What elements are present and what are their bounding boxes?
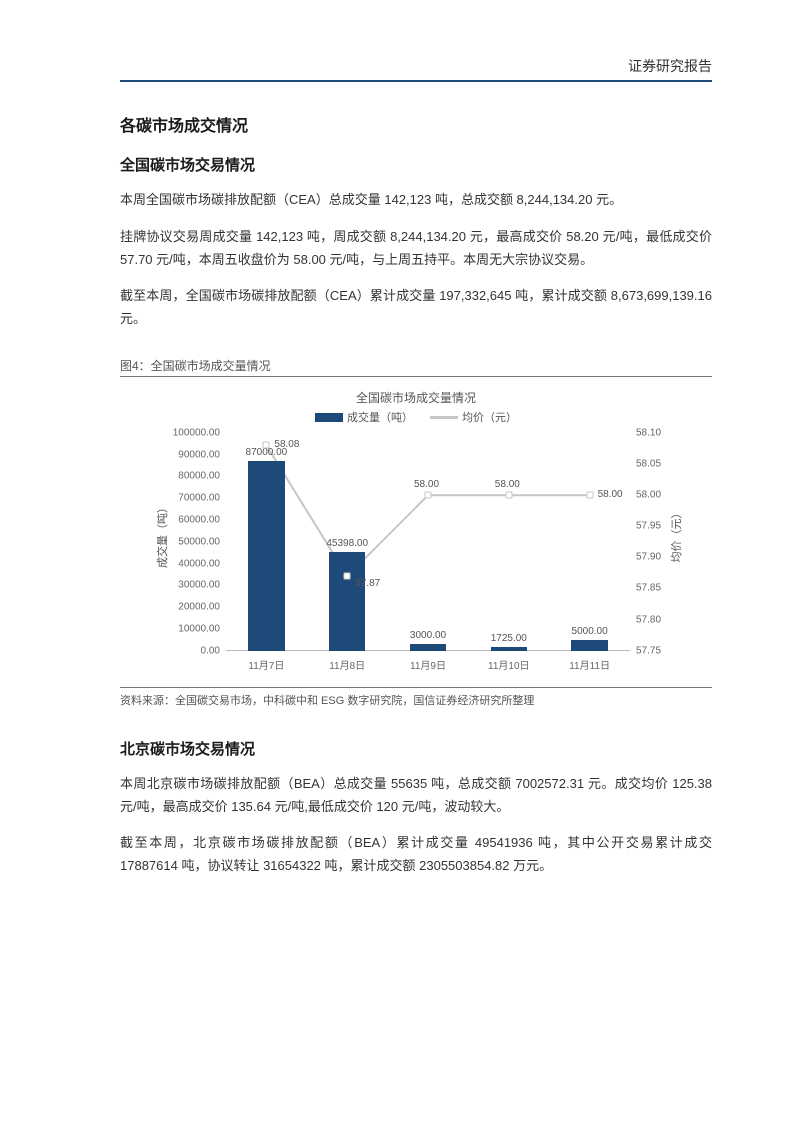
y-tick-left: 50000.00 <box>178 536 226 547</box>
body-paragraph: 本周全国碳市场碳排放配额（CEA）总成交量 142,123 吨，总成交额 8,2… <box>120 189 712 212</box>
line-marker <box>263 442 270 449</box>
y-tick-left: 0.00 <box>201 645 226 656</box>
x-tick: 11月11日 <box>569 651 610 672</box>
y-tick-right: 57.80 <box>630 614 661 625</box>
figure-caption: 图4：全国碳市场成交量情况 <box>120 357 712 374</box>
bar-value-label: 3000.00 <box>410 630 446 641</box>
y-tick-left: 10000.00 <box>178 623 226 634</box>
chart-line <box>266 445 589 576</box>
y-tick-right: 58.05 <box>630 458 661 469</box>
y-tick-left: 70000.00 <box>178 493 226 504</box>
chart-line-layer <box>226 433 630 651</box>
figure-source: 资料来源：全国碳交易市场，中科碳中和 ESG 数字研究院，国信证券经济研究所整理 <box>120 692 712 708</box>
y-axis-label-right: 均价（元） <box>668 507 684 562</box>
figure-rule <box>120 687 712 688</box>
subsection-heading: 全国碳市场交易情况 <box>120 154 712 175</box>
legend-swatch-bar <box>315 413 343 422</box>
x-tick: 11月7日 <box>248 651 284 672</box>
body-paragraph: 本周北京碳市场碳排放配额（BEA）总成交量 55635 吨，总成交额 70025… <box>120 773 712 819</box>
y-tick-left: 30000.00 <box>178 580 226 591</box>
body-paragraph: 截至本周，北京碳市场碳排放配额（BEA）累计成交量 49541936 吨，其中公… <box>120 832 712 878</box>
y-tick-right: 57.75 <box>630 645 661 656</box>
bar-value-label: 1725.00 <box>491 633 527 644</box>
y-tick-left: 20000.00 <box>178 602 226 613</box>
x-tick: 11月10日 <box>488 651 530 672</box>
chart-bar <box>410 644 446 651</box>
y-tick-right: 58.10 <box>630 427 661 438</box>
y-tick-right: 57.85 <box>630 583 661 594</box>
chart-bar <box>329 552 365 651</box>
line-marker <box>425 492 432 499</box>
y-tick-right: 58.00 <box>630 490 661 501</box>
section-heading: 各碳市场成交情况 <box>120 112 712 136</box>
y-tick-left: 40000.00 <box>178 558 226 569</box>
chart-bar <box>491 647 527 651</box>
line-value-label: 58.00 <box>414 479 439 490</box>
y-tick-left: 80000.00 <box>178 471 226 482</box>
line-marker <box>586 492 593 499</box>
chart-legend: 成交量（吨） 均价（元） <box>136 409 696 425</box>
body-paragraph: 挂牌协议交易周成交量 142,123 吨，周成交额 8,244,134.20 元… <box>120 226 712 272</box>
page-header-title: 证券研究报告 <box>120 56 712 76</box>
line-value-label: 58.00 <box>598 489 623 500</box>
y-tick-left: 100000.00 <box>173 427 226 438</box>
y-tick-left: 90000.00 <box>178 449 226 460</box>
y-axis-label-left: 成交量（吨） <box>154 502 170 568</box>
chart-bar <box>248 461 284 651</box>
y-tick-right: 57.90 <box>630 552 661 563</box>
y-tick-left: 60000.00 <box>178 514 226 525</box>
line-value-label: 58.08 <box>274 439 299 450</box>
line-marker <box>505 492 512 499</box>
legend-label-line: 均价（元） <box>462 412 517 424</box>
body-paragraph: 截至本周，全国碳市场碳排放配额（CEA）累计成交量 197,332,645 吨，… <box>120 285 712 331</box>
chart-national-carbon-volume: 全国碳市场成交量情况 成交量（吨） 均价（元） 成交量（吨） 均价（元） 0.0… <box>136 385 696 685</box>
figure-rule <box>120 376 712 377</box>
legend-label-bar: 成交量（吨） <box>347 412 413 424</box>
line-marker <box>344 573 351 580</box>
line-value-label: 58.00 <box>495 479 520 490</box>
chart-plot-area: 0.0010000.0020000.0030000.0040000.005000… <box>226 433 630 651</box>
y-tick-right: 57.95 <box>630 521 661 532</box>
bar-value-label: 5000.00 <box>572 626 608 637</box>
x-tick: 11月8日 <box>329 651 365 672</box>
subsection-heading: 北京碳市场交易情况 <box>120 738 712 759</box>
chart-title: 全国碳市场成交量情况 <box>136 389 696 406</box>
x-tick: 11月9日 <box>410 651 446 672</box>
legend-swatch-line <box>430 416 458 419</box>
bar-value-label: 45398.00 <box>326 538 368 549</box>
chart-bar <box>571 640 607 651</box>
header-divider <box>120 80 712 82</box>
line-value-label: 57.87 <box>355 578 380 589</box>
